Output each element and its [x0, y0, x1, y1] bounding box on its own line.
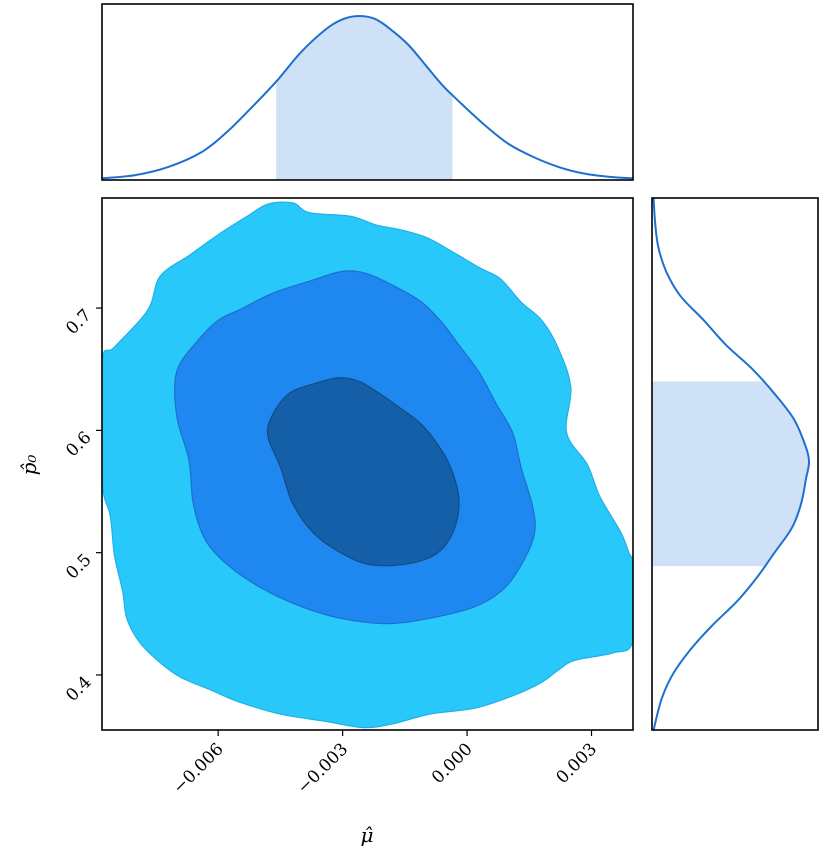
- x-axis-label: μ̂: [361, 823, 374, 847]
- top-marginal-density-line: [101, 14, 634, 180]
- contour-group: [102, 201, 633, 729]
- contour-inner: [266, 377, 460, 567]
- right-marginal-panel: [651, 197, 819, 731]
- y-tick-label: 0.4: [62, 672, 95, 705]
- x-tick-label: 0.003: [552, 739, 601, 788]
- y-axis-label: p̂₀: [17, 455, 41, 476]
- top-marginal-panel: [101, 3, 634, 181]
- x-axis-ticks: −0.006 −0.003 0.000 0.003: [169, 730, 601, 798]
- y-tick-label: 0.5: [62, 550, 95, 583]
- y-axis-ticks: 0.4 0.5 0.6 0.7: [62, 305, 102, 706]
- top-marginal-frame: [101, 3, 634, 181]
- joint-frame: [101, 197, 634, 731]
- right-marginal-density-line: [652, 197, 811, 731]
- x-tick-label: −0.003: [294, 739, 353, 798]
- x-tick-label: −0.006: [169, 739, 228, 798]
- joint-contour-panel: [101, 197, 634, 731]
- right-marginal-shaded-interval: [652, 381, 810, 567]
- top-marginal-shaded-interval: [276, 16, 453, 180]
- y-tick-label: 0.6: [62, 428, 95, 461]
- y-tick-label: 0.7: [62, 305, 95, 338]
- x-tick-label: 0.000: [428, 739, 477, 788]
- right-marginal-frame: [651, 197, 819, 731]
